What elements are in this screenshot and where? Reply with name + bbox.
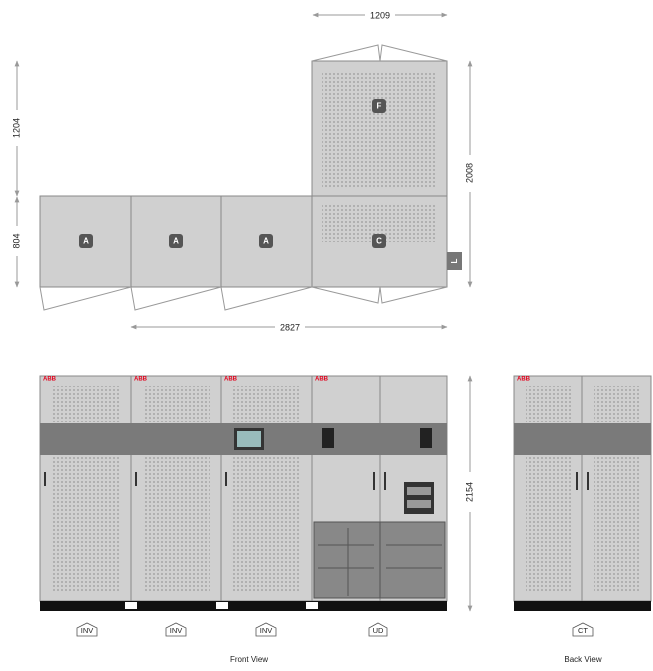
badge: A	[83, 237, 89, 246]
band	[514, 423, 651, 455]
vents	[52, 386, 301, 592]
logo: ABB	[134, 377, 148, 383]
dimension: 2008	[464, 163, 474, 183]
dimension: 2827	[280, 322, 300, 332]
dimension: 1204	[11, 118, 21, 138]
badge: F	[377, 102, 382, 111]
label: INV	[170, 626, 183, 635]
labels: INV INV INV UD	[77, 623, 387, 636]
switch	[420, 428, 432, 448]
logo: ABB	[43, 377, 57, 383]
logo: ABB	[517, 377, 531, 383]
badge: C	[376, 237, 382, 246]
drawing: L A A A C F 1209 1204 804 2008 2827 ABB …	[0, 0, 653, 671]
front-view: ABB ABB ABB ABB INV INV INV UD 2154 Fron…	[40, 376, 474, 664]
base	[514, 601, 651, 611]
label: UD	[373, 626, 384, 635]
label: CT	[578, 626, 588, 635]
badge: A	[263, 237, 269, 246]
dimension: 1209	[370, 10, 390, 20]
switch	[322, 428, 334, 448]
vent	[322, 72, 437, 188]
caption: Back View	[564, 655, 601, 664]
breaker	[404, 482, 434, 514]
screen	[237, 431, 261, 447]
badge: A	[173, 237, 179, 246]
base	[40, 601, 447, 611]
tab-label: L	[450, 258, 459, 263]
label: INV	[260, 626, 273, 635]
logo: ABB	[224, 377, 238, 383]
top-view: L A A A C F 1209 1204 804 2008 2827	[11, 10, 474, 332]
back-view: ABB CT Back View	[514, 376, 651, 664]
dimension: 804	[11, 233, 21, 248]
logo: ABB	[315, 377, 329, 383]
dimension: 2154	[464, 482, 474, 502]
caption: Front View	[230, 655, 268, 664]
label: INV	[81, 626, 94, 635]
